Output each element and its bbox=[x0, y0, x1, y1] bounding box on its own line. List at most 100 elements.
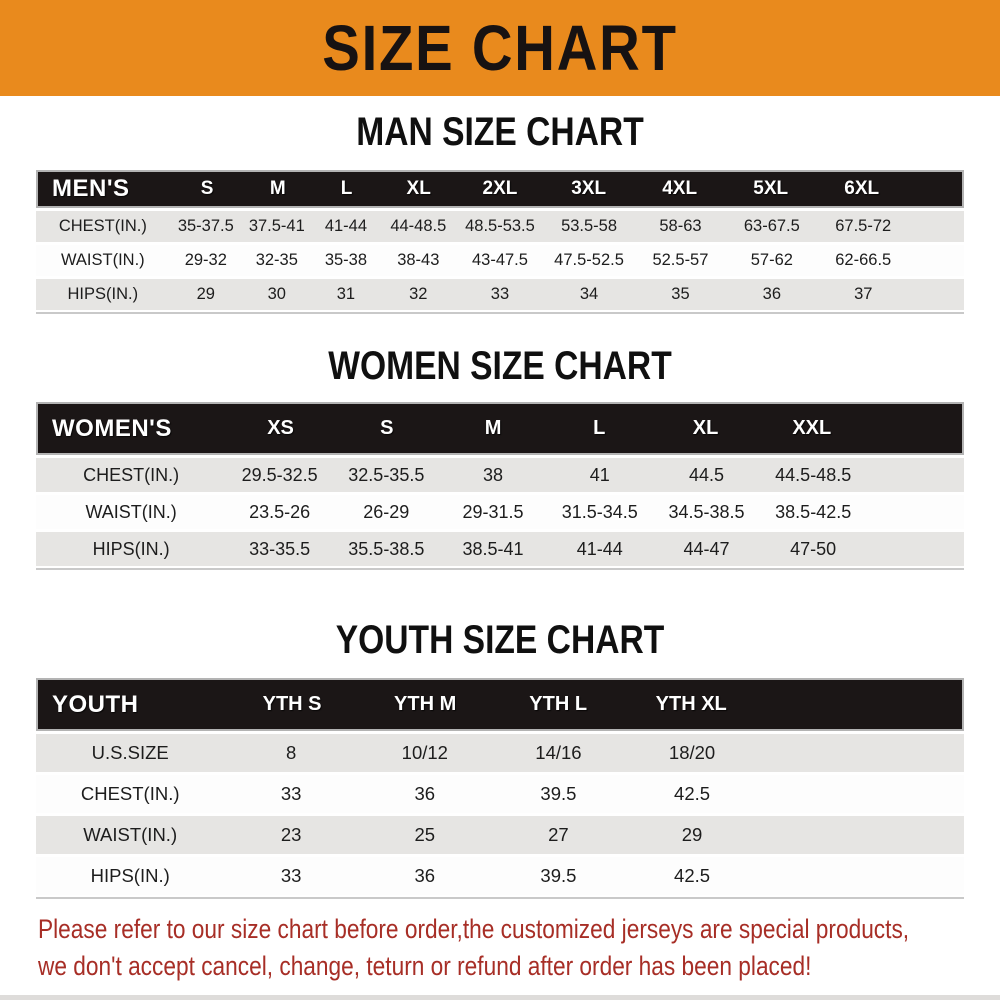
disclaimer-line-2: we don't accept cancel, change, teturn o… bbox=[38, 951, 812, 981]
row-label: HIPS(IN.) bbox=[90, 865, 170, 886]
row-value: 29 bbox=[196, 285, 215, 303]
table-header-label: WOMEN'S bbox=[52, 414, 172, 442]
row-value: 42.5 bbox=[674, 783, 711, 804]
column-header: XS bbox=[267, 417, 294, 439]
table-header-row: YOUTH YTH S YTH M YTH L YTH XL bbox=[36, 678, 964, 731]
table-row: CHEST(IN.) 29.5-32.5 32.5-35.5 38 41 44.5 44.5… bbox=[36, 458, 964, 492]
row-value: 31 bbox=[336, 285, 356, 303]
size-chart-section-2: YOUTH SIZE CHART YOUTH YTH S YTH M YTH L YTH … bbox=[0, 618, 1000, 899]
row-value: 44-48.5 bbox=[390, 217, 447, 235]
column-header: 2XL bbox=[482, 178, 518, 199]
row-value: 18/20 bbox=[668, 742, 716, 763]
size-table: MEN'S S M L XL 2XL 3XL 4XL 5XL 6XL CHEST(IN.) 35-37… bbox=[36, 170, 964, 314]
table-row: U.S.SIZE 8 10/12 14/16 18/20 bbox=[36, 734, 964, 772]
row-value: 41 bbox=[589, 464, 610, 485]
column-header: 5XL bbox=[753, 178, 789, 199]
row-value: 37 bbox=[854, 285, 873, 303]
row-value: 33 bbox=[490, 285, 510, 303]
row-label: WAIST(IN.) bbox=[83, 824, 178, 845]
row-label: WAIST(IN.) bbox=[85, 501, 177, 522]
column-header: 3XL bbox=[571, 178, 607, 199]
row-value: 33-35.5 bbox=[249, 538, 311, 559]
row-value: 35-37.5 bbox=[177, 217, 234, 235]
row-label: CHEST(IN.) bbox=[83, 464, 180, 485]
row-value: 44.5-48.5 bbox=[775, 464, 852, 485]
table-row: HIPS(IN.) 33 36 39.5 42.5 bbox=[36, 857, 964, 895]
row-value: 63-67.5 bbox=[743, 217, 800, 235]
row-value: 33 bbox=[280, 783, 302, 804]
table-row: CHEST(IN.) 35-37.5 37.5-41 41-44 44-48.5 48.5… bbox=[36, 211, 964, 242]
row-value: 29.5-32.5 bbox=[241, 464, 318, 485]
row-value: 41-44 bbox=[576, 538, 623, 559]
column-header: YTH M bbox=[394, 693, 457, 715]
row-value: 29-31.5 bbox=[462, 501, 524, 522]
column-header: XL bbox=[406, 178, 431, 199]
row-value: 29 bbox=[681, 824, 703, 845]
column-header: L bbox=[593, 417, 606, 439]
row-value: 32 bbox=[409, 285, 428, 303]
disclaimer: Please refer to our size chart before or… bbox=[38, 911, 1000, 985]
banner-title: SIZE CHART bbox=[322, 12, 678, 84]
column-header: 6XL bbox=[844, 178, 880, 199]
row-label: WAIST(IN.) bbox=[60, 251, 145, 269]
table-row: CHEST(IN.) 33 36 39.5 42.5 bbox=[36, 775, 964, 813]
size-table: WOMEN'S XS S M L XL XXL CHEST(IN.) 29.5-32.5 32.5… bbox=[36, 402, 964, 570]
row-value: 33 bbox=[280, 865, 302, 886]
row-value: 27 bbox=[548, 824, 569, 845]
row-value: 41-44 bbox=[324, 217, 368, 235]
row-value: 38.5-41 bbox=[462, 538, 524, 559]
image-bottom-edge bbox=[0, 995, 1000, 1000]
size-chart-section-0: MAN SIZE CHART MEN'S S M L XL 2XL 3XL 4XL 5XL 6XL C… bbox=[0, 110, 1000, 314]
row-value: 29-32 bbox=[184, 251, 227, 269]
row-label: HIPS(IN.) bbox=[67, 285, 139, 303]
row-value: 26-29 bbox=[363, 501, 410, 522]
table-row: HIPS(IN.) 33-35.5 35.5-38.5 38.5-41 41-44 44-… bbox=[36, 532, 964, 566]
row-label: CHEST(IN.) bbox=[80, 783, 180, 804]
row-value: 67.5-72 bbox=[835, 217, 892, 235]
row-value: 36 bbox=[414, 783, 436, 804]
row-value: 44-47 bbox=[683, 538, 730, 559]
row-value: 42.5 bbox=[674, 865, 711, 886]
column-header: S bbox=[200, 178, 214, 199]
row-value: 35.5-38.5 bbox=[348, 538, 425, 559]
row-value: 23.5-26 bbox=[249, 501, 311, 522]
row-value: 36 bbox=[414, 865, 436, 886]
size-chart-section-1: WOMEN SIZE CHART WOMEN'S XS S M L XL XXL CHEST(I… bbox=[0, 344, 1000, 570]
row-value: 32-35 bbox=[255, 251, 298, 269]
row-value: 58-63 bbox=[659, 217, 702, 235]
section-title: WOMEN SIZE CHART bbox=[328, 344, 672, 388]
row-value: 34 bbox=[579, 285, 599, 303]
row-value: 35-38 bbox=[324, 251, 368, 269]
row-value: 8 bbox=[286, 742, 297, 763]
row-label: HIPS(IN.) bbox=[92, 538, 170, 559]
section-title: YOUTH SIZE CHART bbox=[335, 618, 665, 662]
column-header: YTH L bbox=[529, 693, 588, 715]
column-header: L bbox=[340, 178, 353, 199]
disclaimer-line-1: Please refer to our size chart before or… bbox=[38, 914, 910, 944]
row-value: 31.5-34.5 bbox=[561, 501, 638, 522]
table-row: WAIST(IN.) 23.5-26 26-29 29-31.5 31.5-34.5 34… bbox=[36, 495, 964, 529]
row-value: 34.5-38.5 bbox=[668, 501, 745, 522]
row-value: 39.5 bbox=[540, 865, 577, 886]
column-header: YTH XL bbox=[655, 693, 727, 715]
row-value: 53.5-58 bbox=[561, 217, 618, 235]
table-row: WAIST(IN.) 29-32 32-35 35-38 38-43 43-47.5 47.… bbox=[36, 245, 964, 276]
row-value: 38.5-42.5 bbox=[775, 501, 852, 522]
row-value: 52.5-57 bbox=[652, 251, 709, 269]
column-header: M bbox=[484, 417, 502, 439]
row-value: 38-43 bbox=[397, 251, 440, 269]
row-value: 62-66.5 bbox=[835, 251, 892, 269]
row-value: 23 bbox=[280, 824, 302, 845]
row-value: 30 bbox=[267, 285, 286, 303]
table-header-row: MEN'S S M L XL 2XL 3XL 4XL 5XL 6XL bbox=[36, 170, 964, 208]
row-value: 44.5 bbox=[688, 464, 724, 485]
table-header-row: WOMEN'S XS S M L XL XXL bbox=[36, 402, 964, 455]
row-value: 47.5-52.5 bbox=[554, 251, 624, 269]
row-value: 48.5-53.5 bbox=[465, 217, 535, 235]
row-value: 32.5-35.5 bbox=[348, 464, 425, 485]
row-value: 43-47.5 bbox=[471, 251, 528, 269]
table-header-label: MEN'S bbox=[52, 175, 130, 202]
column-header: M bbox=[269, 178, 286, 199]
table-header-label: YOUTH bbox=[52, 690, 139, 718]
column-header: YTH S bbox=[262, 693, 322, 715]
